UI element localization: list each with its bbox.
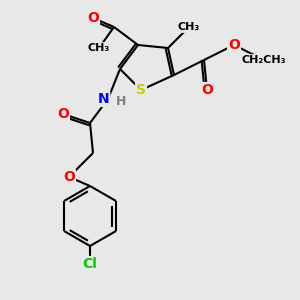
Text: O: O <box>63 170 75 184</box>
Text: H: H <box>116 95 127 109</box>
Text: O: O <box>201 83 213 97</box>
Text: S: S <box>136 83 146 97</box>
Text: CH₃: CH₃ <box>88 43 110 53</box>
Text: N: N <box>98 92 109 106</box>
Text: CH₂CH₃: CH₂CH₃ <box>242 55 286 65</box>
Text: Cl: Cl <box>82 257 98 271</box>
Text: O: O <box>87 11 99 25</box>
Text: CH₃: CH₃ <box>178 22 200 32</box>
Text: O: O <box>57 107 69 121</box>
Text: O: O <box>228 38 240 52</box>
